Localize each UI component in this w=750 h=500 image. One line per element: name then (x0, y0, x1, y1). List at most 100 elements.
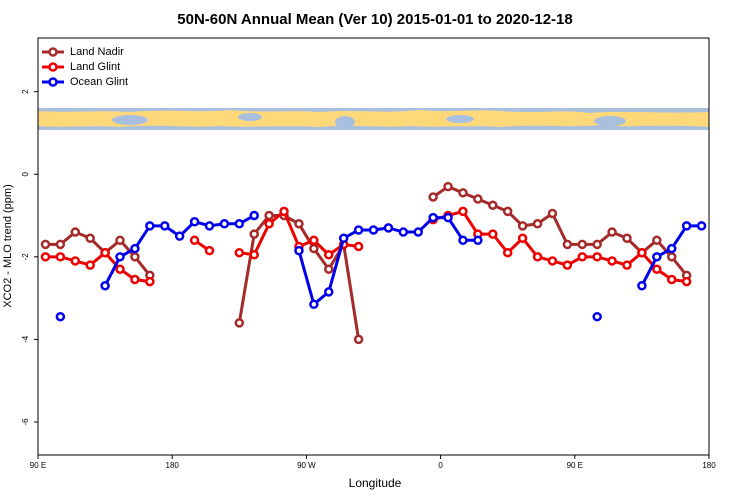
y-tick-label: 0 (21, 171, 30, 176)
point (353, 334, 364, 345)
point (428, 192, 438, 202)
point (40, 252, 51, 262)
point (637, 247, 647, 258)
point (458, 188, 468, 198)
point (324, 264, 334, 274)
point (234, 318, 245, 328)
point (204, 221, 215, 231)
point (189, 216, 200, 227)
point (577, 252, 588, 262)
plot-frame (37, 37, 710, 456)
y-tick-label: -6 (21, 418, 30, 426)
legend-marker (48, 62, 58, 72)
point (532, 219, 543, 229)
point (174, 231, 185, 241)
point (502, 206, 513, 217)
point (353, 225, 364, 235)
chart-title: 50N-60N Annual Mean (Ver 10) 2015-01-01 … (177, 11, 572, 28)
point (309, 243, 319, 254)
point (383, 223, 394, 233)
point (100, 247, 110, 258)
point (652, 264, 662, 274)
point (294, 219, 304, 229)
point (681, 221, 692, 231)
point (130, 252, 140, 262)
legend-label: Ocean Glint (70, 76, 128, 88)
point (204, 245, 215, 256)
point (55, 252, 66, 262)
point (40, 239, 51, 250)
point (473, 194, 483, 204)
x-axis-label: Longitude (349, 476, 402, 490)
x-tick-label: 180 (166, 461, 180, 470)
legend-label: Land Glint (70, 61, 120, 73)
point (532, 252, 543, 262)
point (577, 239, 588, 250)
point (189, 235, 200, 246)
point (607, 227, 617, 237)
point (398, 227, 409, 237)
point (502, 247, 513, 258)
point (234, 247, 245, 258)
point (294, 245, 304, 256)
point (443, 212, 453, 223)
x-tick-label: 0 (438, 461, 443, 470)
point (324, 287, 334, 297)
point (70, 256, 81, 266)
point (130, 243, 140, 254)
point (681, 276, 692, 287)
point (547, 208, 558, 219)
legend-marker (48, 77, 58, 87)
y-tick-label: 2 (21, 89, 30, 94)
point (159, 221, 170, 231)
point (458, 206, 468, 217)
point (666, 274, 677, 285)
legend-label: Land Nadir (70, 46, 124, 58)
point (652, 235, 662, 246)
point (443, 181, 453, 192)
point (607, 256, 617, 266)
point (115, 264, 125, 274)
point (100, 280, 110, 291)
x-tick-label: 90 W (297, 461, 316, 470)
legend-marker (48, 47, 58, 57)
point (249, 229, 259, 239)
point (145, 221, 155, 231)
point (562, 239, 573, 250)
point (652, 252, 662, 262)
point (622, 233, 632, 243)
point (264, 210, 274, 221)
point (428, 212, 438, 223)
point (592, 311, 602, 322)
point (488, 229, 498, 239)
series-line (45, 208, 687, 284)
point (517, 221, 528, 231)
point (324, 250, 334, 260)
point (353, 241, 364, 252)
point (130, 274, 140, 285)
x-tick-label: 90 E (30, 461, 46, 470)
point (234, 219, 245, 229)
point (249, 210, 259, 221)
point (249, 250, 259, 260)
point (279, 206, 289, 217)
point (338, 233, 349, 243)
point (55, 239, 66, 250)
series-line (45, 184, 688, 340)
point (55, 311, 66, 322)
point (696, 221, 707, 231)
point (637, 280, 647, 291)
point (547, 256, 558, 266)
y-tick-label: -2 (21, 253, 30, 261)
point (219, 219, 230, 229)
x-tick-label: 90 E (567, 461, 583, 470)
point (309, 235, 319, 246)
point (115, 252, 125, 262)
x-tick-label: 180 (702, 461, 716, 470)
point (622, 260, 632, 270)
point (562, 260, 573, 270)
point (70, 227, 81, 237)
y-tick-label: -4 (21, 335, 30, 343)
point (458, 235, 468, 246)
